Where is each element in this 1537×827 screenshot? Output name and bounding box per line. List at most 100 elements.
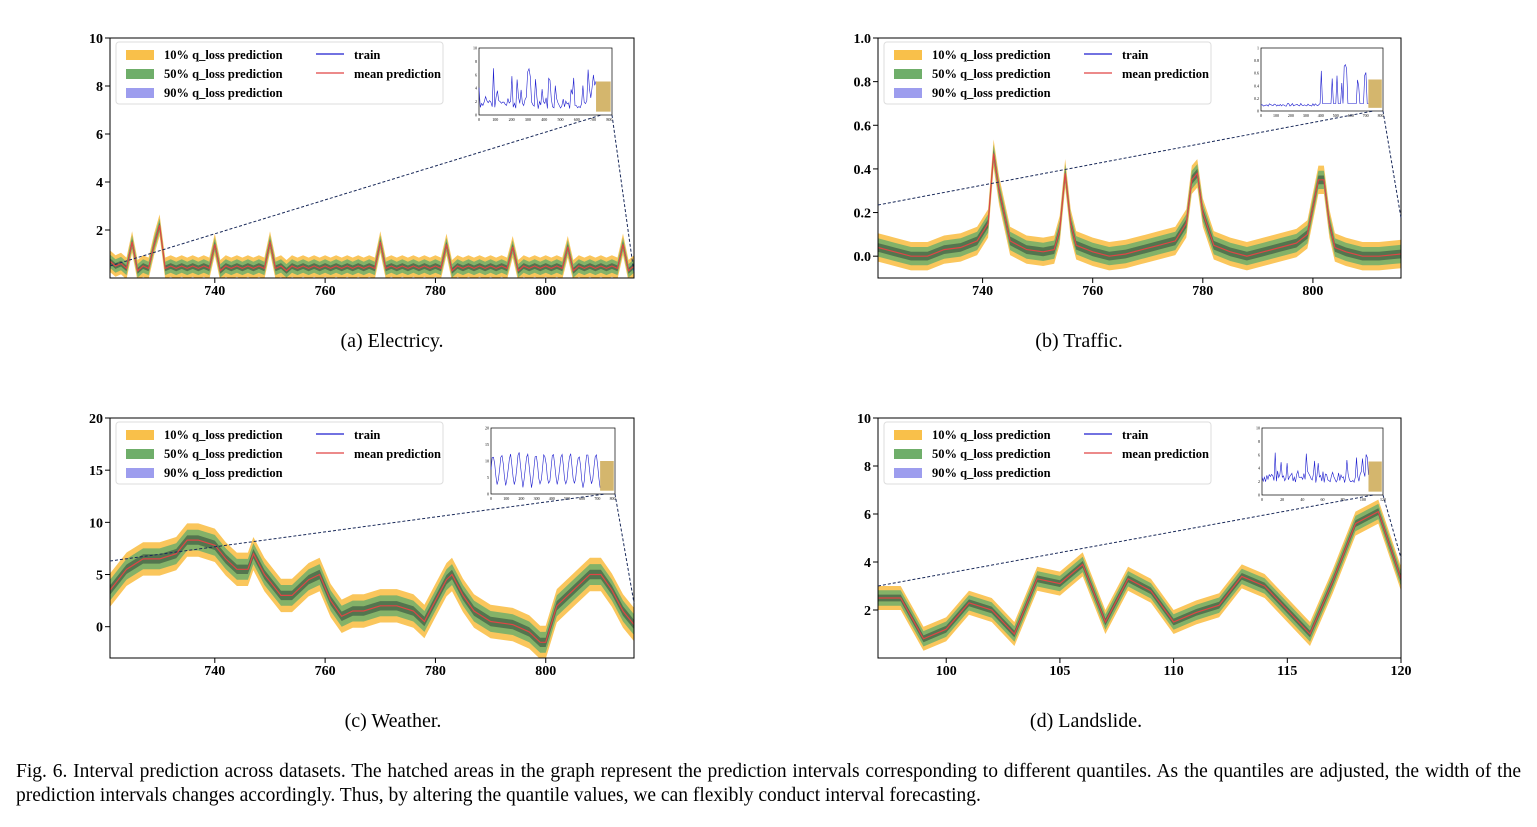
inset-x-tick-label: 400 [1318,113,1324,118]
inset-chart: 0 100 200 300 400 500 600 700 800 0 2 4 6 8 10 [473,46,612,123]
panel-caption: (a) Electricy. [340,330,443,352]
inset-y-tick-label: 0 [1257,109,1259,114]
x-tick-label: 780 [1192,284,1213,299]
y-tick-label: 0.0 [854,250,872,265]
panel-caption: (b) Traffic. [1035,330,1122,352]
legend-label: 10% q_loss prediction [164,48,283,62]
legend-box [883,41,1212,105]
inset-y-tick-label: 6 [1258,452,1260,457]
inset-x-tick-label: 300 [525,117,531,122]
inset-y-tick-label: 2 [475,99,477,104]
legend-swatch [126,449,154,459]
legend-label: 10% q_loss prediction [932,428,1051,442]
inset-x-tick-label: 80 [1341,497,1345,502]
x-tick-label: 740 [204,664,225,679]
legend-swatch [126,69,154,79]
inset-x-tick-label: 120 [1380,497,1386,502]
panel-caption: (c) Weather. [345,710,442,732]
legend: 10% q_loss prediction 50% q_loss predicti… [115,41,444,105]
legend-label: 50% q_loss prediction [932,67,1051,81]
inset-x-tick-label: 600 [574,117,580,122]
x-tick-label: 100 [936,664,957,679]
inset-x-tick-label: 500 [1333,113,1339,118]
inset-x-tick-label: 500 [564,496,570,501]
inset-y-tick-label: 20 [485,426,489,431]
inset-y-tick-label: 10 [485,459,489,464]
inset-x-tick-label: 200 [518,496,524,501]
inset-y-tick-label: 6 [475,72,477,77]
y-tick-label: 2 [864,604,871,619]
inset-prediction-region [596,81,611,112]
legend-label: 90% q_loss prediction [932,86,1051,100]
legend-label: train [354,428,380,442]
y-tick-label: 8 [864,460,871,475]
zoom-connector [877,494,1374,587]
inset-chart: 0 100 200 300 400 500 600 700 800 0 5 10 15 20 [485,426,616,502]
plot-area [110,214,634,278]
x-tick-label: 800 [535,664,556,679]
x-tick-label: 800 [535,284,556,299]
x-tick-label: 760 [315,664,336,679]
y-tick-label: 10 [89,516,103,531]
inset-frame [1260,47,1384,112]
legend: 10% q_loss prediction 50% q_loss predicti… [883,421,1212,485]
inset-x-tick-label: 100 [1360,497,1366,502]
inset-train-line [478,67,597,109]
inset-y-tick-label: 2 [1258,479,1260,484]
legend-label: 90% q_loss prediction [164,466,283,480]
zoom-connector [614,493,635,604]
plot-area [110,523,634,658]
legend-label: mean prediction [354,67,441,81]
inset-y-tick-label: 10 [473,46,477,51]
mean-prediction-line [110,225,634,272]
legend-swatch [894,50,922,60]
mean-prediction-line [878,510,1401,640]
inset-x-tick-label: 0 [1261,497,1263,502]
band-90-quantile [110,222,634,274]
inset-y-tick-label: 8 [1258,439,1260,444]
inset-x-tick-label: 0 [478,117,480,122]
plot-area [878,139,1401,271]
inset-y-tick-label: 5 [487,475,489,480]
inset-x-tick-label: 60 [1321,497,1325,502]
axes-frame [109,417,635,659]
y-tick-label: 8 [96,80,103,95]
y-tick-label: 4 [96,176,103,191]
legend-swatch [894,430,922,440]
inset-prediction-region [1368,79,1382,108]
y-tick-label: 6 [864,508,871,523]
legend-box [883,421,1212,485]
zoom-connector [109,114,602,267]
inset-x-tick-label: 700 [590,117,596,122]
axes-frame [877,417,1402,659]
y-tick-label: 10 [857,412,871,427]
inset-y-tick-label: 15 [485,442,489,447]
figure-caption: Fig. 6. Interval prediction across datas… [16,761,1521,806]
axes-frame [109,37,635,279]
x-tick-label: 105 [1049,664,1070,679]
legend-label: 10% q_loss prediction [164,428,283,442]
plot-area [878,499,1401,651]
inset-x-tick-label: 200 [509,117,515,122]
zoom-connector [1382,110,1402,219]
legend-label: train [1122,428,1148,442]
inset-y-tick-label: 0.4 [1254,83,1259,88]
legend-label: 90% q_loss prediction [164,86,283,100]
inset-y-tick-label: 0 [475,113,477,118]
legend: 10% q_loss prediction 50% q_loss predicti… [115,421,444,485]
inset-x-tick-label: 800 [610,496,616,501]
panel-caption: (d) Landslide. [1030,710,1142,732]
x-tick-label: 115 [1277,664,1297,679]
inset-y-tick-label: 10 [1256,426,1260,431]
x-tick-label: 740 [972,284,993,299]
legend-label: mean prediction [354,447,441,461]
inset-train-line [1260,63,1369,107]
y-tick-label: 15 [89,464,103,479]
y-tick-label: 0.8 [854,76,872,91]
x-tick-label: 800 [1302,284,1323,299]
legend-box [115,421,444,485]
inset-y-tick-label: 0.2 [1254,96,1259,101]
inset-x-tick-label: 300 [534,496,540,501]
